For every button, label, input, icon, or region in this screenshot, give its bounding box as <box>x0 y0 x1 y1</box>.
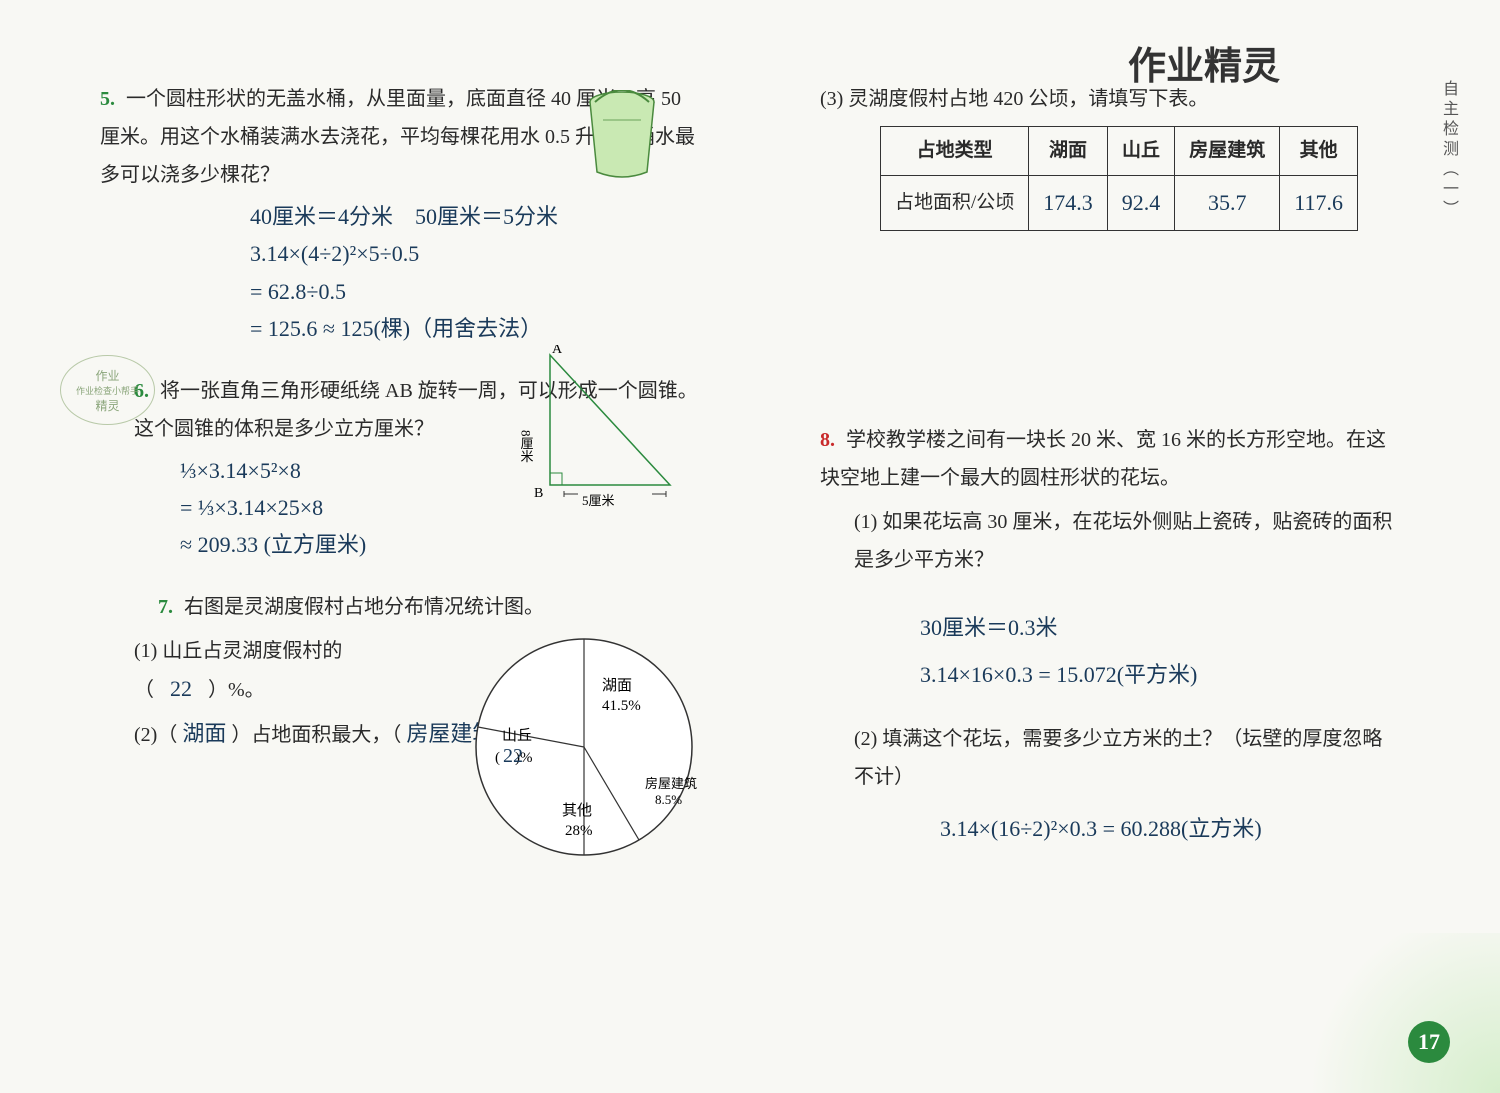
handwritten-work: 3.14×(4÷2)²×5÷0.5 <box>250 235 700 272</box>
paren: （ <box>134 679 154 701</box>
handwritten-work: = 125.6 ≈ 125(棵)（用舍去法） <box>250 310 700 347</box>
pie-slice-label: 其他 <box>562 802 592 819</box>
pie-slice-pct: 41.5% <box>602 698 641 714</box>
problem-number: 5. <box>100 88 115 110</box>
handwritten-work: = 62.8÷0.5 <box>250 273 700 310</box>
sub-question: (1) 山丘占灵湖度假村的 <box>134 640 342 662</box>
stamp-line: 作业检查小帮手 <box>76 384 139 397</box>
table-header: 占地类型 <box>881 127 1029 176</box>
table-cell-handwritten: 35.7 <box>1175 176 1280 231</box>
table-header: 房屋建筑 <box>1175 127 1280 176</box>
stamp-line: 作业 <box>95 367 119 384</box>
table-header: 其他 <box>1280 127 1358 176</box>
problem-number: 8. <box>820 429 835 451</box>
handwritten-work: 40厘米＝4分米 50厘米＝5分米 <box>250 198 700 235</box>
pie-slice-pct: 28% <box>565 823 593 839</box>
table-cell-handwritten: 117.6 <box>1280 176 1358 231</box>
paren: ）%。 <box>208 679 265 701</box>
problem-text: 学校教学楼之间有一块长 20 米、宽 16 米的长方形空地。在这块空地上建一个最… <box>820 429 1386 489</box>
fill-blank: 湖面 <box>182 715 226 752</box>
table-cell-handwritten: 92.4 <box>1107 176 1175 231</box>
handwritten-work: ≈ 209.33 (立方厘米) <box>180 526 700 563</box>
corner-gradient <box>1280 933 1500 1093</box>
sub-question: (2) 填满这个花坛，需要多少立方米的土？（坛壁的厚度忽略不计） <box>854 728 1382 788</box>
watermark-title: 作业精灵 <box>1128 35 1280 90</box>
problem-text: 右图是灵湖度假村占地分布情况统计图。 <box>184 596 544 618</box>
problem-8: 8. 学校教学楼之间有一块长 20 米、宽 16 米的长方形空地。在这块空地上建… <box>820 421 1400 847</box>
pie-slice-label: 房屋建筑 <box>645 776 697 791</box>
bucket-illustration <box>585 90 660 180</box>
pie-slice-label: 湖面 <box>602 677 632 694</box>
worksheet-page: 5. 一个圆柱形状的无盖水桶，从里面量，底面直径 40 厘米，高 50 厘米。用… <box>0 0 1500 1093</box>
table-cell-handwritten: 174.3 <box>1029 176 1108 231</box>
sub-question: (2)（ <box>134 724 177 746</box>
pie-hand-value: 22 <box>503 745 523 767</box>
table-cell: 占地面积/公顷 <box>881 176 1029 231</box>
left-column: 5. 一个圆柱形状的无盖水桶，从里面量，底面直径 40 厘米，高 50 厘米。用… <box>0 0 750 1093</box>
vertex-a-label: A <box>552 345 563 357</box>
vertex-b-label: B <box>534 486 543 501</box>
land-table: 占地类型 湖面 山丘 房屋建筑 其他 占地面积/公顷 174.3 92.4 35… <box>880 126 1358 231</box>
right-column: 作业精灵 自主检测（一） (3) 灵湖度假村占地 420 公顷，请填写下表。 占… <box>750 0 1500 1093</box>
sub-question: (1) 如果花坛高 30 厘米，在花坛外侧贴上瓷砖，贴瓷砖的面积是多少平方米？ <box>854 511 1392 571</box>
handwritten-work: 30厘米＝0.3米 <box>920 609 1400 646</box>
stamp-line: 精灵 <box>95 397 119 414</box>
table-header: 湖面 <box>1029 127 1108 176</box>
sub-question: ）占地面积最大，（ <box>231 724 401 746</box>
table-row: 占地面积/公顷 174.3 92.4 35.7 117.6 <box>881 176 1358 231</box>
pie-slice-label: 山丘 <box>502 727 532 744</box>
handwritten-work: 3.14×(16÷2)²×0.3 = 60.288(立方米) <box>940 810 1400 847</box>
stamp-watermark: 作业 作业检查小帮手 精灵 <box>60 355 155 425</box>
problem-7-3: (3) 灵湖度假村占地 420 公顷，请填写下表。 占地类型 湖面 山丘 房屋建… <box>820 80 1400 231</box>
pie-chart: 湖面 41.5% 房屋建筑 8.5% 其他 28% 山丘 ( )% 22 <box>467 630 702 865</box>
table-header: 山丘 <box>1107 127 1175 176</box>
sub-question: (3) 灵湖度假村占地 420 公顷，请填写下表。 <box>820 88 1208 110</box>
side-label: 自主检测（一） <box>1436 80 1460 220</box>
table-header-row: 占地类型 湖面 山丘 房屋建筑 其他 <box>881 127 1358 176</box>
fill-blank: 22 <box>159 670 203 707</box>
handwritten-work: 3.14×16×0.3 = 15.072(平方米) <box>920 656 1400 693</box>
page-number-badge: 17 <box>1408 1021 1450 1063</box>
pie-slice-pct: 8.5% <box>655 792 682 807</box>
triangle-figure: A B 8厘米 5厘米 <box>520 345 690 515</box>
problem-number: 7. <box>158 596 173 618</box>
height-label: 8厘米 <box>520 430 534 463</box>
base-label: 5厘米 <box>582 493 615 508</box>
